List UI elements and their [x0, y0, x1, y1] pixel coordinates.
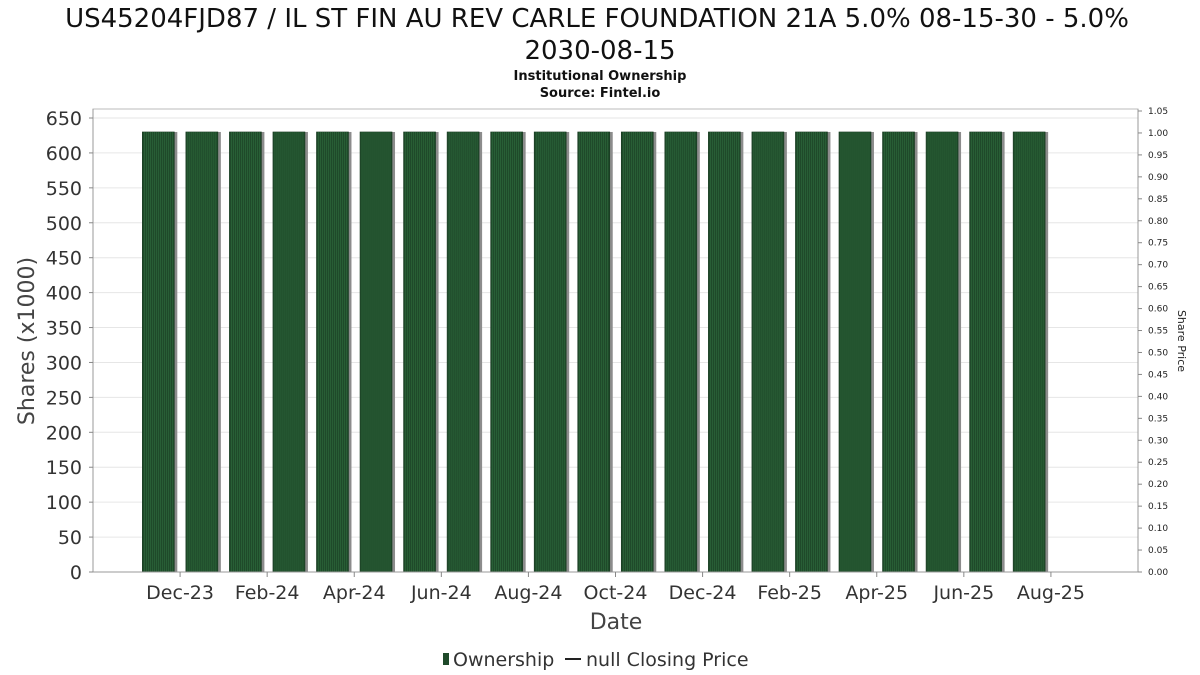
bar [272, 131, 308, 573]
bar [533, 131, 570, 573]
x-tick-label: Dec-23 [146, 582, 214, 604]
y2-tick-label: 0.65 [1148, 283, 1168, 293]
y2-axis-label: Share Price [1175, 310, 1188, 372]
y-tick-label: 100 [46, 492, 82, 514]
bar [403, 131, 439, 573]
chart-source: Source: Fintel.io [540, 86, 661, 101]
y-tick-label: 550 [46, 178, 82, 200]
y-tick-label: 200 [46, 422, 82, 444]
y-axis-label: Shares (x1000) [15, 257, 40, 425]
chart-subtitle: Institutional Ownership [514, 69, 687, 84]
bar [795, 131, 831, 573]
y2-tick-label: 0.00 [1148, 568, 1168, 578]
y2-tick-label: 0.25 [1148, 458, 1168, 468]
x-tick-label: Feb-24 [235, 582, 300, 604]
chart-title-line2: 2030-08-15 [524, 36, 675, 66]
bar-series [142, 131, 1049, 573]
y2-tick-label: 0.10 [1148, 524, 1168, 534]
y2-tick-label: 0.20 [1148, 480, 1168, 490]
bar [708, 131, 744, 573]
bar [229, 131, 265, 573]
x-tick-label: Jun-25 [932, 582, 994, 604]
bar [185, 131, 221, 573]
y2-tick-label: 0.80 [1148, 217, 1168, 227]
bar [969, 131, 1005, 573]
y2-tick-label: 0.85 [1148, 195, 1168, 205]
y2-tick-label: 0.30 [1148, 436, 1168, 446]
x-tick-label: Aug-24 [494, 582, 562, 604]
x-tick-label: Apr-24 [323, 582, 386, 604]
y-tick-label: 150 [46, 457, 82, 479]
y2-tick-label: 0.05 [1148, 546, 1168, 556]
y-tick-label: 300 [46, 352, 82, 374]
y2-tick-label: 0.95 [1148, 151, 1168, 161]
y-tick-label: 600 [46, 143, 82, 165]
y-tick-label: 50 [58, 527, 82, 549]
y-tick-label: 500 [46, 213, 82, 235]
y-tick-label: 650 [46, 108, 82, 130]
bar [142, 131, 178, 573]
y2-tick-label: 0.60 [1148, 305, 1168, 315]
y2-tick-label: 0.55 [1148, 327, 1168, 337]
bar [490, 131, 526, 573]
y-tick-label: 0 [70, 562, 82, 584]
x-axis-ticks: Dec-23 Feb-24 Apr-24 Jun-24 Aug-24 Oct-24 Dec-… [146, 572, 1085, 604]
y-axis-ticks: 0 50 100 150 200 250 300 350 400 450 500 550 600 650 [46, 108, 93, 584]
x-tick-label: Oct-24 [584, 582, 648, 604]
y-tick-label: 400 [46, 283, 82, 305]
y2-tick-label: 0.50 [1148, 348, 1168, 358]
y2-tick-label: 0.35 [1148, 414, 1168, 424]
bar [882, 131, 918, 573]
x-tick-label: Apr-25 [845, 582, 908, 604]
x-tick-label: Aug-25 [1017, 582, 1085, 604]
y-tick-label: 450 [46, 248, 82, 270]
bar [359, 131, 396, 573]
x-axis-label: Date [590, 610, 643, 635]
bar [316, 131, 352, 573]
bar [751, 131, 787, 573]
bar [838, 131, 874, 573]
x-tick-label: Feb-25 [757, 582, 822, 604]
x-tick-label: Dec-24 [669, 582, 737, 604]
legend-ownership-swatch [443, 653, 449, 665]
chart-title-line1: US45204FJD87 / IL ST FIN AU REV CARLE FO… [65, 4, 1129, 34]
bar [620, 131, 657, 573]
y2-tick-label: 0.45 [1148, 370, 1168, 380]
legend-ownership-label: Ownership [453, 649, 554, 671]
bar [446, 131, 483, 573]
y2-tick-label: 1.05 [1148, 107, 1168, 117]
bar [577, 131, 613, 573]
x-tick-label: Jun-24 [410, 582, 472, 604]
y2-tick-label: 0.15 [1148, 502, 1168, 512]
y2-tick-label: 1.00 [1148, 129, 1168, 139]
y2-axis-ticks: 0.00 0.05 0.10 0.15 0.20 0.25 0.30 0.35 0.40 0.45… [1138, 107, 1168, 578]
y2-tick-label: 0.40 [1148, 392, 1168, 402]
y2-tick-label: 0.90 [1148, 173, 1168, 183]
y2-tick-label: 0.70 [1148, 261, 1168, 271]
bar [925, 131, 962, 573]
bar [664, 131, 700, 573]
plot-area [92, 108, 1139, 573]
legend-closing-price-label: null Closing Price [586, 649, 749, 671]
y-tick-label: 350 [46, 318, 82, 340]
bar [1012, 131, 1049, 573]
y2-tick-label: 0.75 [1148, 239, 1168, 249]
y-tick-label: 250 [46, 387, 82, 409]
legend: Ownership null Closing Price [443, 649, 749, 671]
